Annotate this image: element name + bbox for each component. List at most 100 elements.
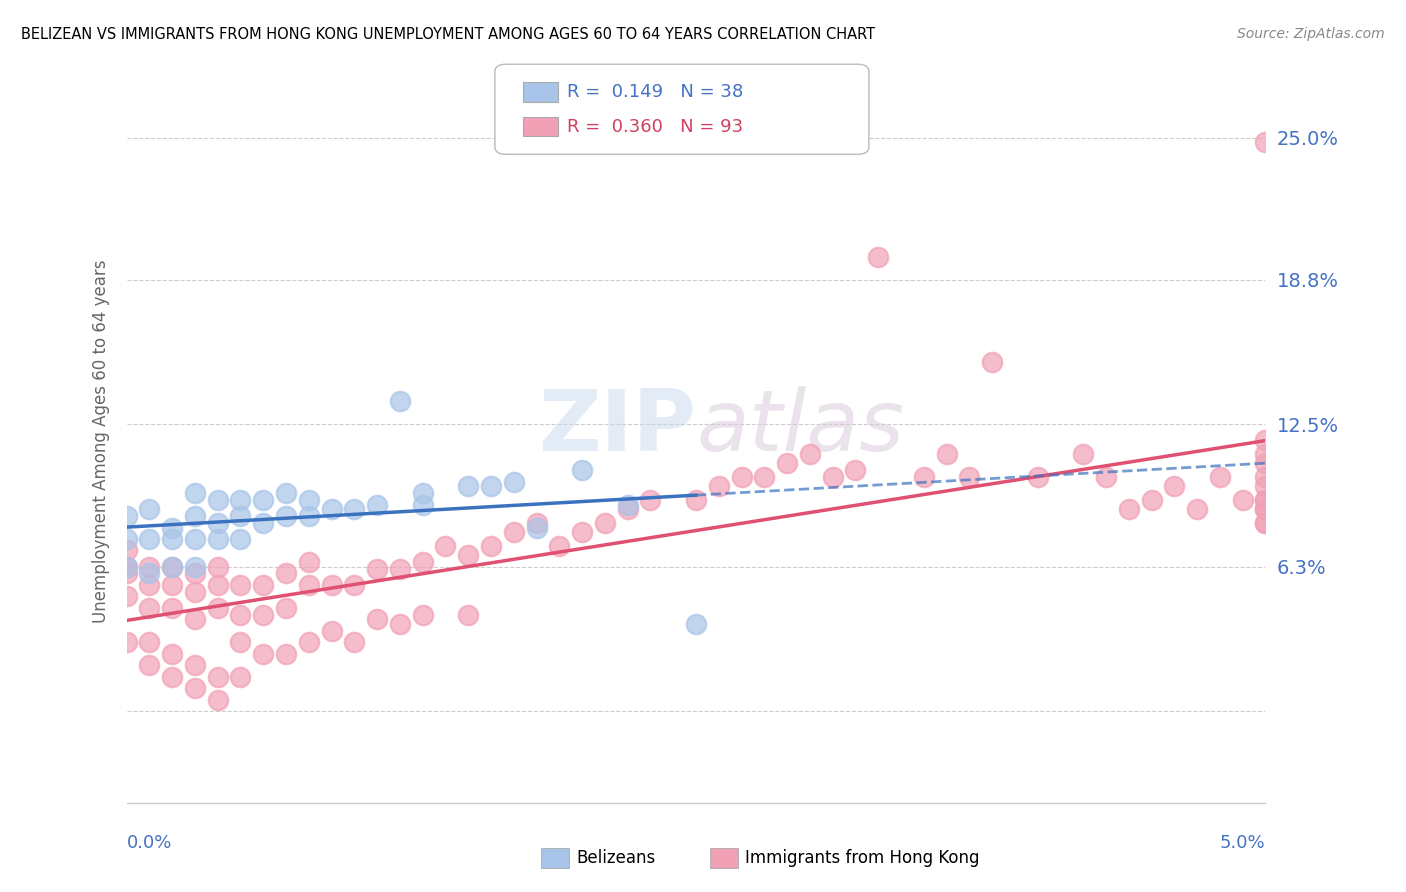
Point <box>479 479 502 493</box>
Point <box>981 355 1004 369</box>
Point <box>388 562 411 576</box>
Point <box>298 555 321 569</box>
Point <box>412 607 434 622</box>
Point <box>160 559 183 574</box>
Point <box>115 532 138 546</box>
Point <box>868 250 890 264</box>
Text: Source: ZipAtlas.com: Source: ZipAtlas.com <box>1237 27 1385 41</box>
Point <box>1026 470 1049 484</box>
Point <box>115 635 138 649</box>
Point <box>1254 470 1277 484</box>
Point <box>1254 434 1277 448</box>
Point <box>1232 493 1254 508</box>
Point <box>207 670 229 684</box>
Point <box>115 566 138 581</box>
Text: R =  0.360   N = 93: R = 0.360 N = 93 <box>567 118 742 136</box>
Point <box>298 578 321 592</box>
Text: 5.0%: 5.0% <box>1220 834 1265 852</box>
Point <box>184 559 207 574</box>
Text: R =  0.149   N = 38: R = 0.149 N = 38 <box>567 83 742 101</box>
Point <box>1254 479 1277 493</box>
Point <box>207 493 229 508</box>
Point <box>412 555 434 569</box>
Point <box>274 509 297 524</box>
Point <box>138 566 160 581</box>
Point <box>502 475 524 489</box>
Text: 0.0%: 0.0% <box>127 834 172 852</box>
Point <box>138 635 160 649</box>
Point <box>138 559 160 574</box>
Point <box>274 647 297 661</box>
Point <box>138 600 160 615</box>
Point <box>1209 470 1232 484</box>
Point <box>1254 456 1277 470</box>
Point <box>138 502 160 516</box>
Point <box>821 470 844 484</box>
Point <box>754 470 776 484</box>
Point <box>229 670 252 684</box>
Point <box>138 532 160 546</box>
Point <box>685 616 707 631</box>
Point <box>274 566 297 581</box>
Text: Belizeans: Belizeans <box>576 849 655 867</box>
Point <box>388 394 411 409</box>
Point <box>160 520 183 534</box>
Point <box>457 479 479 493</box>
Point <box>1254 493 1277 508</box>
Point <box>571 463 593 477</box>
Point <box>957 470 980 484</box>
Point <box>229 532 252 546</box>
Point <box>184 566 207 581</box>
Point <box>412 486 434 500</box>
Point <box>548 539 571 553</box>
Point <box>160 559 183 574</box>
Point <box>412 498 434 512</box>
Point <box>252 578 274 592</box>
Point <box>321 624 343 638</box>
Point <box>366 612 388 626</box>
Point <box>298 493 321 508</box>
Point <box>1071 447 1094 461</box>
Point <box>207 692 229 706</box>
Point <box>207 600 229 615</box>
Point <box>160 670 183 684</box>
Point <box>184 681 207 695</box>
Point <box>935 447 957 461</box>
Point <box>115 590 138 604</box>
Point <box>138 578 160 592</box>
Point <box>593 516 616 530</box>
Point <box>207 516 229 530</box>
Point <box>776 456 799 470</box>
Point <box>115 509 138 524</box>
Point <box>640 493 662 508</box>
Text: ZIP: ZIP <box>538 385 696 468</box>
Y-axis label: Unemployment Among Ages 60 to 64 years: Unemployment Among Ages 60 to 64 years <box>91 260 110 624</box>
Point <box>616 502 638 516</box>
Point <box>366 562 388 576</box>
Point <box>571 525 593 540</box>
Point <box>184 486 207 500</box>
Point <box>274 600 297 615</box>
Text: Immigrants from Hong Kong: Immigrants from Hong Kong <box>745 849 980 867</box>
Point <box>1254 135 1277 149</box>
Point <box>321 502 343 516</box>
Point <box>115 559 138 574</box>
Point <box>1254 502 1277 516</box>
Point <box>434 539 457 553</box>
Point <box>1254 516 1277 530</box>
Text: BELIZEAN VS IMMIGRANTS FROM HONG KONG UNEMPLOYMENT AMONG AGES 60 TO 64 YEARS COR: BELIZEAN VS IMMIGRANTS FROM HONG KONG UN… <box>21 27 875 42</box>
Point <box>1185 502 1208 516</box>
Point <box>252 647 274 661</box>
Point <box>366 498 388 512</box>
Point <box>457 548 479 562</box>
Point <box>207 559 229 574</box>
Point <box>138 658 160 673</box>
Point <box>229 635 252 649</box>
Point <box>343 578 366 592</box>
Point <box>912 470 935 484</box>
Point <box>343 502 366 516</box>
Point <box>298 509 321 524</box>
Point <box>184 658 207 673</box>
Point <box>457 607 479 622</box>
Point <box>207 532 229 546</box>
